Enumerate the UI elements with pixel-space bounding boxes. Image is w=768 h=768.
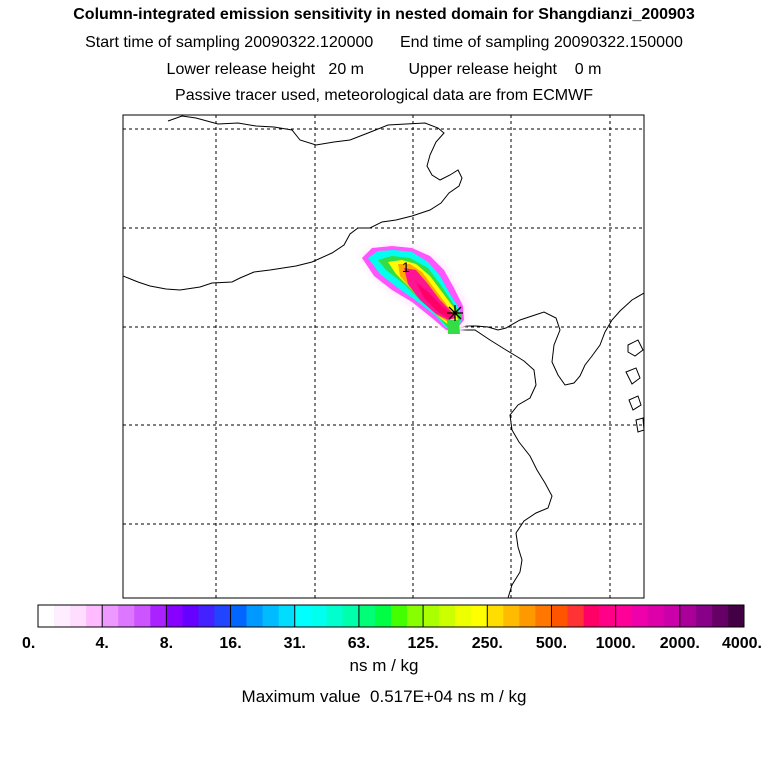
colorbar-unit: ns m / kg: [349, 656, 419, 675]
colorbar-tick-label: 63.: [348, 635, 370, 652]
island-4: [635, 417, 644, 433]
colorbar-frame: [37, 604, 745, 628]
colorbar-tick-label: 16.: [219, 635, 241, 652]
plume-label: 1: [402, 259, 410, 275]
colorbar-cells: [38, 605, 745, 627]
plume-crimson: [416, 282, 452, 318]
colorbar-cell: [679, 605, 697, 627]
colorbar-cell: [663, 605, 681, 627]
colorbar-tick-label: 0.: [22, 635, 35, 652]
eastern-border: [459, 292, 644, 386]
colorbar-cell: [310, 605, 328, 627]
tracer-info: Passive tracer used, meteorological data…: [175, 87, 593, 104]
colorbar-tick-label: 4000.: [722, 635, 762, 652]
northern-border: [123, 115, 463, 291]
map-frame: [122, 114, 645, 599]
colorbar-cell: [647, 605, 665, 627]
maximum-value: Maximum value 0.517E+04 ns m / kg: [241, 687, 527, 706]
colorbar-tick-label: 500.: [536, 635, 567, 652]
colorbar-tick-labels: 0. 4. 8. 16. 31. 63. 125. 250. 500. 1000. 2000. 400…: [22, 635, 762, 652]
colorbar-cell: [38, 605, 55, 627]
colorbar-cell: [695, 605, 713, 627]
colorbar-cell: [278, 605, 296, 627]
colorbar-cell: [246, 605, 263, 627]
colorbar-cell: [262, 605, 279, 627]
colorbar-cell: [727, 605, 745, 627]
colorbar-cell: [599, 605, 616, 627]
upper-release-height: Upper release height 0 m: [408, 61, 602, 78]
grid-lines: [123, 115, 644, 598]
colorbar-tick-label: 31.: [284, 635, 306, 652]
colorbar-tick-label: 2000.: [660, 635, 700, 652]
colorbar-cell: [134, 605, 151, 627]
colorbar-cell: [214, 605, 231, 627]
colorbar-cell: [631, 605, 649, 627]
colorbar-cell: [711, 605, 729, 627]
emission-plume: [358, 242, 470, 334]
release-heights: Lower release height 20 m Upper release …: [0, 61, 768, 79]
colorbar-cell: [358, 605, 376, 627]
island-3: [628, 395, 642, 411]
colorbar-tick-label: 1000.: [596, 635, 636, 652]
colorbar-tick-label: 4.: [96, 635, 109, 652]
coastline: [458, 329, 553, 598]
colorbar-cell: [551, 605, 568, 627]
colorbar-cell: [567, 605, 584, 627]
colorbar-cell: [374, 605, 392, 627]
colorbar-cell: [342, 605, 360, 627]
lower-release-height: Lower release height 20 m: [166, 61, 364, 78]
colorbar-tick-label: 125.: [408, 635, 439, 652]
colorbar-cell: [166, 605, 183, 627]
receptor-marker-icon: [447, 305, 463, 321]
colorbar-cell: [423, 605, 440, 627]
colorbar-cell: [294, 605, 312, 627]
colorbar-cell: [182, 605, 199, 627]
start-time: Start time of sampling 20090322.120000: [85, 34, 374, 51]
colorbar-cell: [86, 605, 103, 627]
colorbar-cell: [615, 605, 632, 627]
colorbar-cell: [583, 605, 600, 627]
colorbar-dividers: [101, 605, 681, 627]
plume-green-stub: [447, 320, 460, 334]
colorbar-cell: [503, 605, 520, 627]
end-time: End time of sampling 20090322.150000: [400, 34, 683, 51]
map-title: Column-integrated emission sensitivity i…: [73, 6, 695, 23]
colorbar-tick-label: 250.: [472, 635, 503, 652]
colorbar-cell: [118, 605, 135, 627]
boundaries: [123, 115, 644, 598]
colorbar-cell: [54, 605, 71, 627]
colorbar-cell: [407, 605, 424, 627]
island-2: [625, 367, 641, 385]
colorbar-cell: [391, 605, 408, 627]
colorbar-tick-label: 8.: [160, 635, 173, 652]
colorbar-cell: [471, 605, 488, 627]
sampling-times: Start time of sampling 20090322.120000 E…: [0, 34, 768, 52]
colorbar-cell: [150, 605, 167, 627]
colorbar-cell: [326, 605, 344, 627]
colorbar-cell: [487, 605, 504, 627]
colorbar-cell: [70, 605, 87, 627]
colorbar-cell: [535, 605, 552, 627]
colorbar-cell: [102, 605, 119, 627]
colorbar-cell: [198, 605, 215, 627]
colorbar-cell: [519, 605, 536, 627]
colorbar-cell: [230, 605, 247, 627]
colorbar-cell: [455, 605, 472, 627]
colorbar-cell: [439, 605, 456, 627]
island-1: [627, 339, 644, 357]
